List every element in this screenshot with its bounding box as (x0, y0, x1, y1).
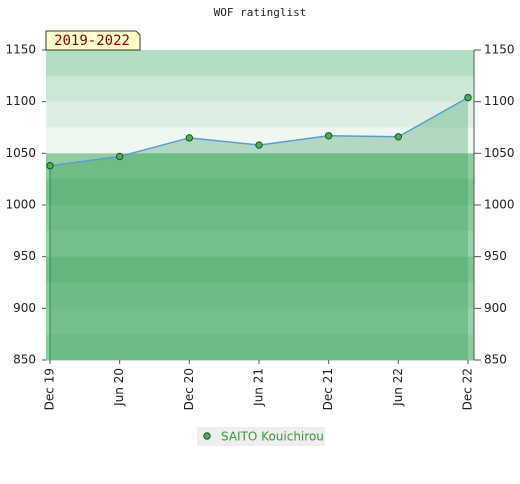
x-tick-label: Dec 21 (321, 368, 335, 410)
marker (394, 133, 403, 141)
marker (185, 134, 194, 142)
chart-title: WOF ratinglist (214, 6, 307, 19)
y-tick-label: 1050 (5, 146, 36, 160)
x-tick-label: Dec 20 (182, 368, 196, 410)
y-tick-label: 1150 (5, 43, 36, 57)
marker (255, 141, 263, 149)
marker (115, 152, 124, 161)
x-tick-label: Jun 20 (112, 368, 126, 407)
y2-tick-label: 900 (484, 301, 507, 315)
band (46, 75, 474, 103)
y2-tick-label: 1050 (484, 146, 515, 160)
marker (46, 162, 54, 170)
area (50, 97, 468, 361)
y2-tick-label: 950 (484, 249, 507, 263)
x-tick-label: Jun 21 (252, 368, 266, 407)
legend-box (197, 427, 325, 446)
band (46, 334, 474, 361)
x-tick-label: Dec 22 (461, 368, 475, 410)
band (46, 230, 474, 258)
annotation-box (45, 30, 141, 51)
y-tick-label: 900 (13, 301, 36, 315)
band (46, 101, 474, 128)
y2-tick-label: 1000 (484, 198, 515, 212)
x-tick-label: Jun 22 (391, 368, 405, 407)
band (46, 308, 474, 335)
marker (464, 93, 472, 102)
band (46, 205, 474, 232)
y-tick-label: 850 (13, 353, 36, 367)
background-bands (46, 50, 474, 361)
legend-label: SAITO Kouichirou (221, 430, 324, 444)
y2-tick-label: 850 (484, 353, 507, 367)
band (46, 179, 474, 206)
y-tick-label: 1100 (5, 94, 36, 108)
legend-marker (203, 432, 211, 440)
y2-tick-label: 1150 (484, 43, 515, 57)
band (46, 282, 474, 309)
band (46, 50, 474, 77)
y-tick-label: 950 (13, 249, 36, 263)
marker (324, 132, 333, 140)
y-tick-label: 1000 (5, 198, 36, 212)
y2-tick-label: 1100 (484, 94, 515, 108)
band (46, 256, 474, 283)
x-tick-label: Dec 19 (43, 368, 57, 410)
annotation: 2019-2022 (54, 33, 130, 49)
band (46, 127, 474, 154)
